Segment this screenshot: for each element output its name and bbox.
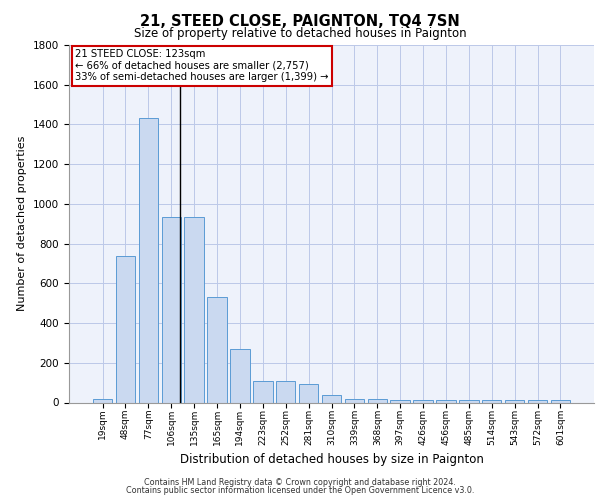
Bar (93, 398, 112, 402)
Text: Size of property relative to detached houses in Paignton: Size of property relative to detached ho… (134, 27, 466, 40)
Bar (322, 394, 341, 402)
Bar (413, 400, 433, 402)
Text: 21 STEED CLOSE: 123sqm
← 66% of detached houses are smaller (2,757)
33% of semi-: 21 STEED CLOSE: 123sqm ← 66% of detached… (76, 50, 329, 82)
Bar (299, 384, 319, 402)
Text: 21, STEED CLOSE, PAIGNTON, TQ4 7SN: 21, STEED CLOSE, PAIGNTON, TQ4 7SN (140, 14, 460, 29)
Bar (551, 400, 570, 402)
Text: Contains HM Land Registry data © Crown copyright and database right 2024.: Contains HM Land Registry data © Crown c… (144, 478, 456, 487)
Bar (391, 400, 410, 402)
Bar (116, 256, 135, 402)
Bar (276, 380, 295, 402)
Bar (184, 217, 204, 402)
Bar (368, 398, 387, 402)
X-axis label: Distribution of detached houses by size in Paignton: Distribution of detached houses by size … (179, 454, 484, 466)
Bar (528, 400, 547, 402)
Bar (344, 398, 364, 402)
Bar (436, 400, 455, 402)
Y-axis label: Number of detached properties: Number of detached properties (17, 136, 28, 312)
Bar (253, 380, 272, 402)
Bar (505, 400, 524, 402)
Bar (208, 297, 227, 403)
Bar (482, 400, 502, 402)
Bar (459, 400, 479, 402)
Bar (139, 118, 158, 403)
Text: Contains public sector information licensed under the Open Government Licence v3: Contains public sector information licen… (126, 486, 474, 495)
Bar (230, 350, 250, 403)
Bar (161, 217, 181, 402)
